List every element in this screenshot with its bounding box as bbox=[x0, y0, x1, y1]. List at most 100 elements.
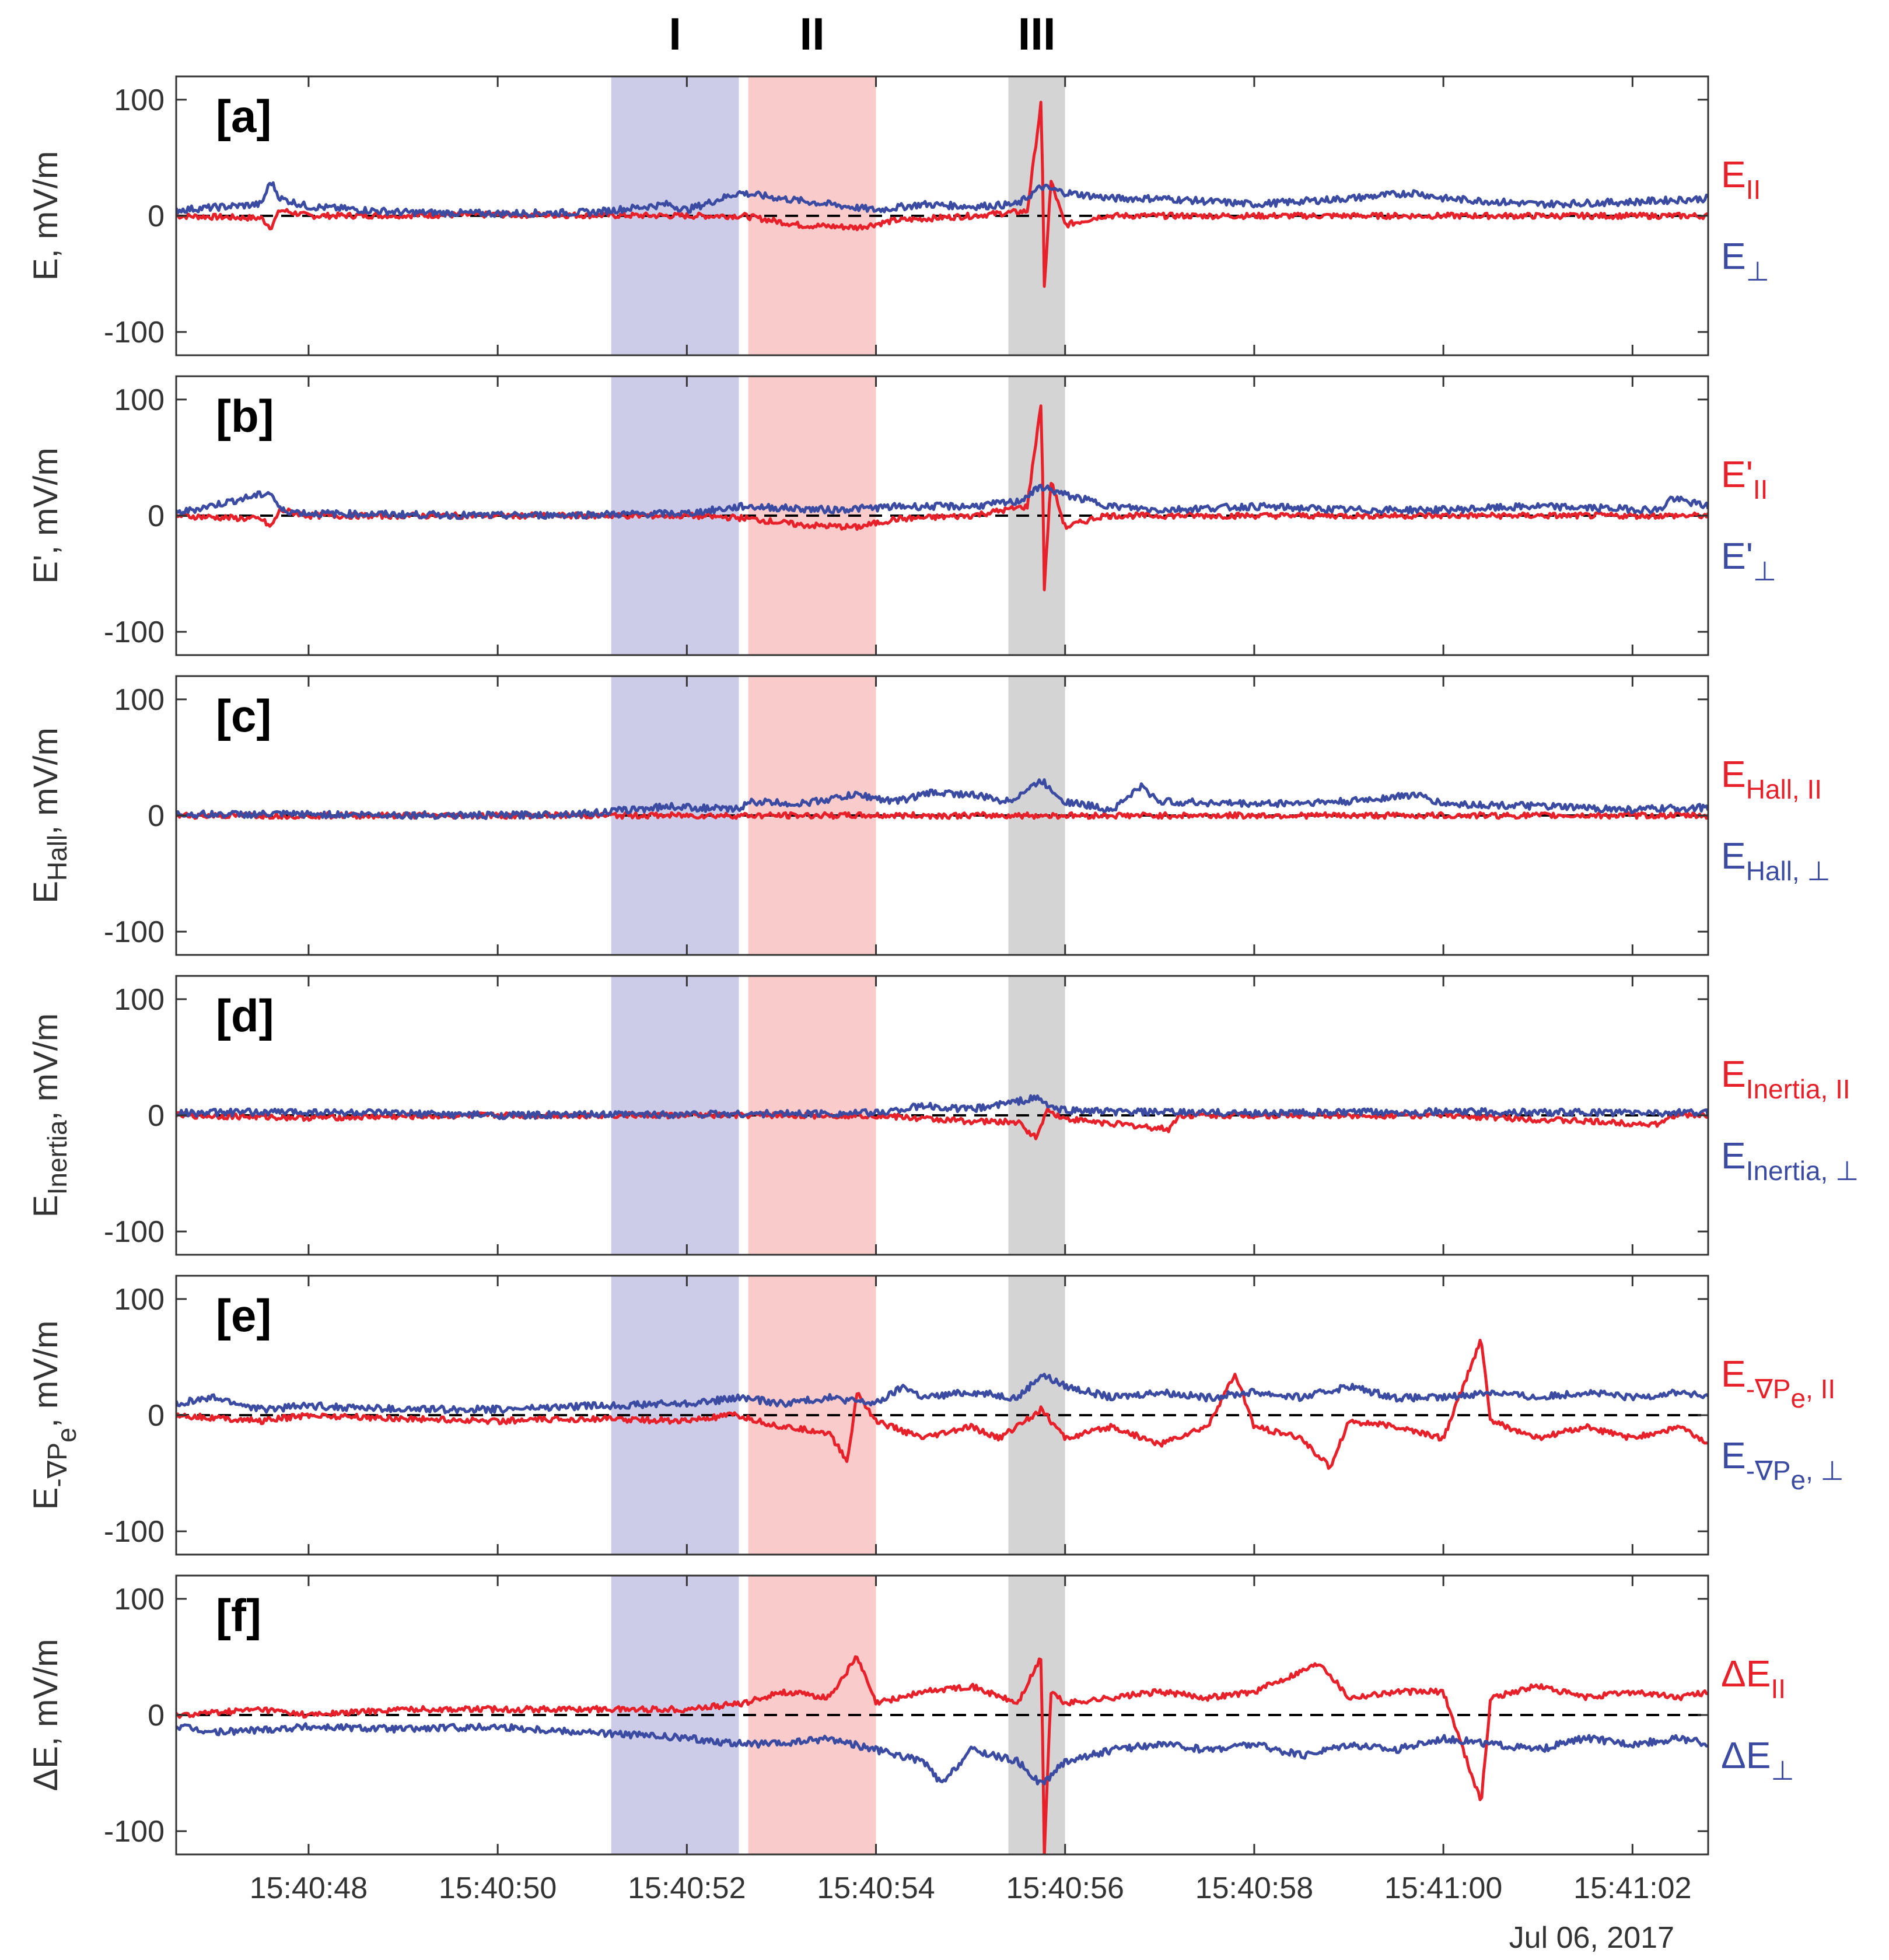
legend-parallel-main: E bbox=[1721, 1053, 1746, 1095]
y-tick-label: -100 bbox=[104, 1215, 165, 1249]
x-tick-label: 15:40:48 bbox=[250, 1871, 368, 1905]
y-axis-label-main: E', mV/m bbox=[27, 447, 65, 583]
legend-parallel-main: E bbox=[1721, 1353, 1746, 1395]
y-axis-label: EInertia, mV/m bbox=[27, 1013, 72, 1217]
y-axis-label-tail: , mV/m bbox=[27, 727, 65, 835]
y-tick-label: 0 bbox=[148, 1099, 165, 1133]
legend-parallel: EHall, II bbox=[1721, 753, 1822, 804]
x-tick-label: 15:40:54 bbox=[817, 1871, 935, 1905]
y-tick-label: 0 bbox=[148, 1399, 165, 1433]
legend-parallel: ΔEII bbox=[1721, 1653, 1786, 1704]
y-axis-label: E-∇Pe, mV/m bbox=[27, 1321, 82, 1510]
legend-parallel: EInertia, II bbox=[1721, 1053, 1850, 1104]
legend-parallel-tail: , II bbox=[1806, 1374, 1835, 1404]
series-perp-line bbox=[176, 778, 1708, 820]
legend-parallel-sub: II bbox=[1771, 1674, 1786, 1704]
y-axis-label: EHall, mV/m bbox=[27, 727, 72, 904]
panel-label: [d] bbox=[216, 990, 274, 1041]
legend-perp-tail: , ⊥ bbox=[1806, 1455, 1844, 1486]
x-tick-label: 15:40:58 bbox=[1195, 1871, 1313, 1905]
legend-parallel-main: E bbox=[1721, 753, 1746, 795]
y-tick-label: 100 bbox=[114, 1283, 165, 1317]
legend-perp-main: ΔE bbox=[1721, 1734, 1771, 1776]
series-perp-line bbox=[176, 181, 1708, 219]
legend-parallel-main: E' bbox=[1721, 453, 1753, 495]
legend-perp-sub: ⊥ bbox=[1753, 556, 1776, 586]
panel-label: [c] bbox=[216, 690, 271, 741]
series-perp-line bbox=[176, 1094, 1708, 1121]
panel-label: [a] bbox=[216, 90, 271, 142]
y-tick-label: 0 bbox=[148, 799, 165, 833]
panel-c: 100 0 -100 [c] EHall, mV/m EHall, II EHall, ⊥ bbox=[27, 675, 1831, 956]
y-tick-label: 100 bbox=[114, 83, 165, 117]
y-axis-label-main: E bbox=[27, 1195, 65, 1217]
y-axis-label: E', mV/m bbox=[27, 447, 65, 583]
legend-perp-sub: ⊥ bbox=[1771, 1755, 1794, 1786]
legend-parallel-main: E bbox=[1721, 153, 1746, 195]
legend-perp-main: E bbox=[1721, 235, 1746, 277]
y-tick-label: 100 bbox=[114, 983, 165, 1017]
legend-perp: E⊥ bbox=[1721, 235, 1769, 286]
y-axis-label: ΔE, mV/m bbox=[27, 1639, 65, 1791]
y-tick-label: -100 bbox=[104, 1515, 165, 1549]
panel-label: [e] bbox=[216, 1290, 271, 1341]
legend-parallel: EII bbox=[1721, 153, 1761, 205]
y-tick-label: 100 bbox=[114, 683, 165, 717]
legend-parallel-sub: Inertia, II bbox=[1746, 1074, 1850, 1104]
legend-parallel-sub2: e bbox=[1790, 1383, 1806, 1413]
series-perp-line bbox=[176, 1722, 1708, 1786]
y-tick-label: 0 bbox=[148, 499, 165, 533]
y-axis-label-main: E bbox=[27, 881, 65, 904]
legend-parallel-sub: II bbox=[1753, 474, 1768, 505]
y-axis-label-main: ΔE, mV/m bbox=[27, 1639, 65, 1791]
legend-perp-sub2: e bbox=[1790, 1465, 1806, 1495]
x-tick-label: 15:40:50 bbox=[439, 1871, 557, 1905]
x-tick-label: 15:41:02 bbox=[1573, 1871, 1691, 1905]
legend-parallel-sub: -∇P bbox=[1746, 1374, 1791, 1404]
y-tick-label: 0 bbox=[148, 1699, 165, 1732]
legend-perp-main: E bbox=[1721, 1135, 1746, 1177]
region-labels: I II III bbox=[669, 8, 1055, 60]
y-axis-label: E, mV/m bbox=[27, 151, 65, 281]
series-parallel-line bbox=[176, 404, 1708, 592]
y-axis-label-sub2: e bbox=[51, 1427, 82, 1443]
y-tick-label: -100 bbox=[104, 316, 165, 349]
legend-perp: E'⊥ bbox=[1721, 535, 1776, 586]
series-perp-line bbox=[176, 484, 1708, 520]
region-I-band bbox=[611, 1576, 739, 1854]
y-tick-label: -100 bbox=[104, 615, 165, 649]
legend-parallel-main: ΔE bbox=[1721, 1653, 1771, 1695]
legend-perp-main: E bbox=[1721, 1434, 1746, 1476]
y-tick-label: 100 bbox=[114, 383, 165, 417]
y-tick-label: 0 bbox=[148, 200, 165, 233]
y-axis-label-main: E, mV/m bbox=[27, 151, 65, 281]
legend-perp: EInertia, ⊥ bbox=[1721, 1135, 1859, 1186]
legend-perp-sub: ⊥ bbox=[1746, 256, 1769, 286]
series-parallel-line bbox=[176, 1107, 1708, 1140]
region-label-I: I bbox=[669, 8, 681, 60]
date-label: Jul 06, 2017 bbox=[1509, 1921, 1674, 1955]
y-tick-label: 100 bbox=[114, 1583, 165, 1616]
legend-perp-main: E bbox=[1721, 835, 1746, 877]
series-parallel-line bbox=[176, 100, 1708, 288]
series-parallel-line bbox=[176, 1339, 1708, 1470]
x-tick-label: 15:40:56 bbox=[1006, 1871, 1124, 1905]
y-axis-label-main: E bbox=[27, 1488, 65, 1510]
x-axis: 15:40:48 15:40:50 15:40:52 15:40:54 15:40:56… bbox=[250, 1871, 1692, 1905]
legend-parallel-sub: II bbox=[1746, 174, 1761, 205]
legend-perp: EHall, ⊥ bbox=[1721, 835, 1831, 886]
region-label-II: II bbox=[799, 8, 824, 60]
x-tick-label: 15:41:00 bbox=[1384, 1871, 1502, 1905]
legend-perp: E-∇Pe, ⊥ bbox=[1721, 1434, 1844, 1495]
legend-parallel: E'II bbox=[1721, 453, 1768, 505]
y-tick-label: -100 bbox=[104, 1815, 165, 1849]
y-tick-label: -100 bbox=[104, 915, 165, 949]
panel-label: [f] bbox=[216, 1590, 261, 1641]
y-axis-label-sub: -∇P bbox=[42, 1443, 72, 1488]
